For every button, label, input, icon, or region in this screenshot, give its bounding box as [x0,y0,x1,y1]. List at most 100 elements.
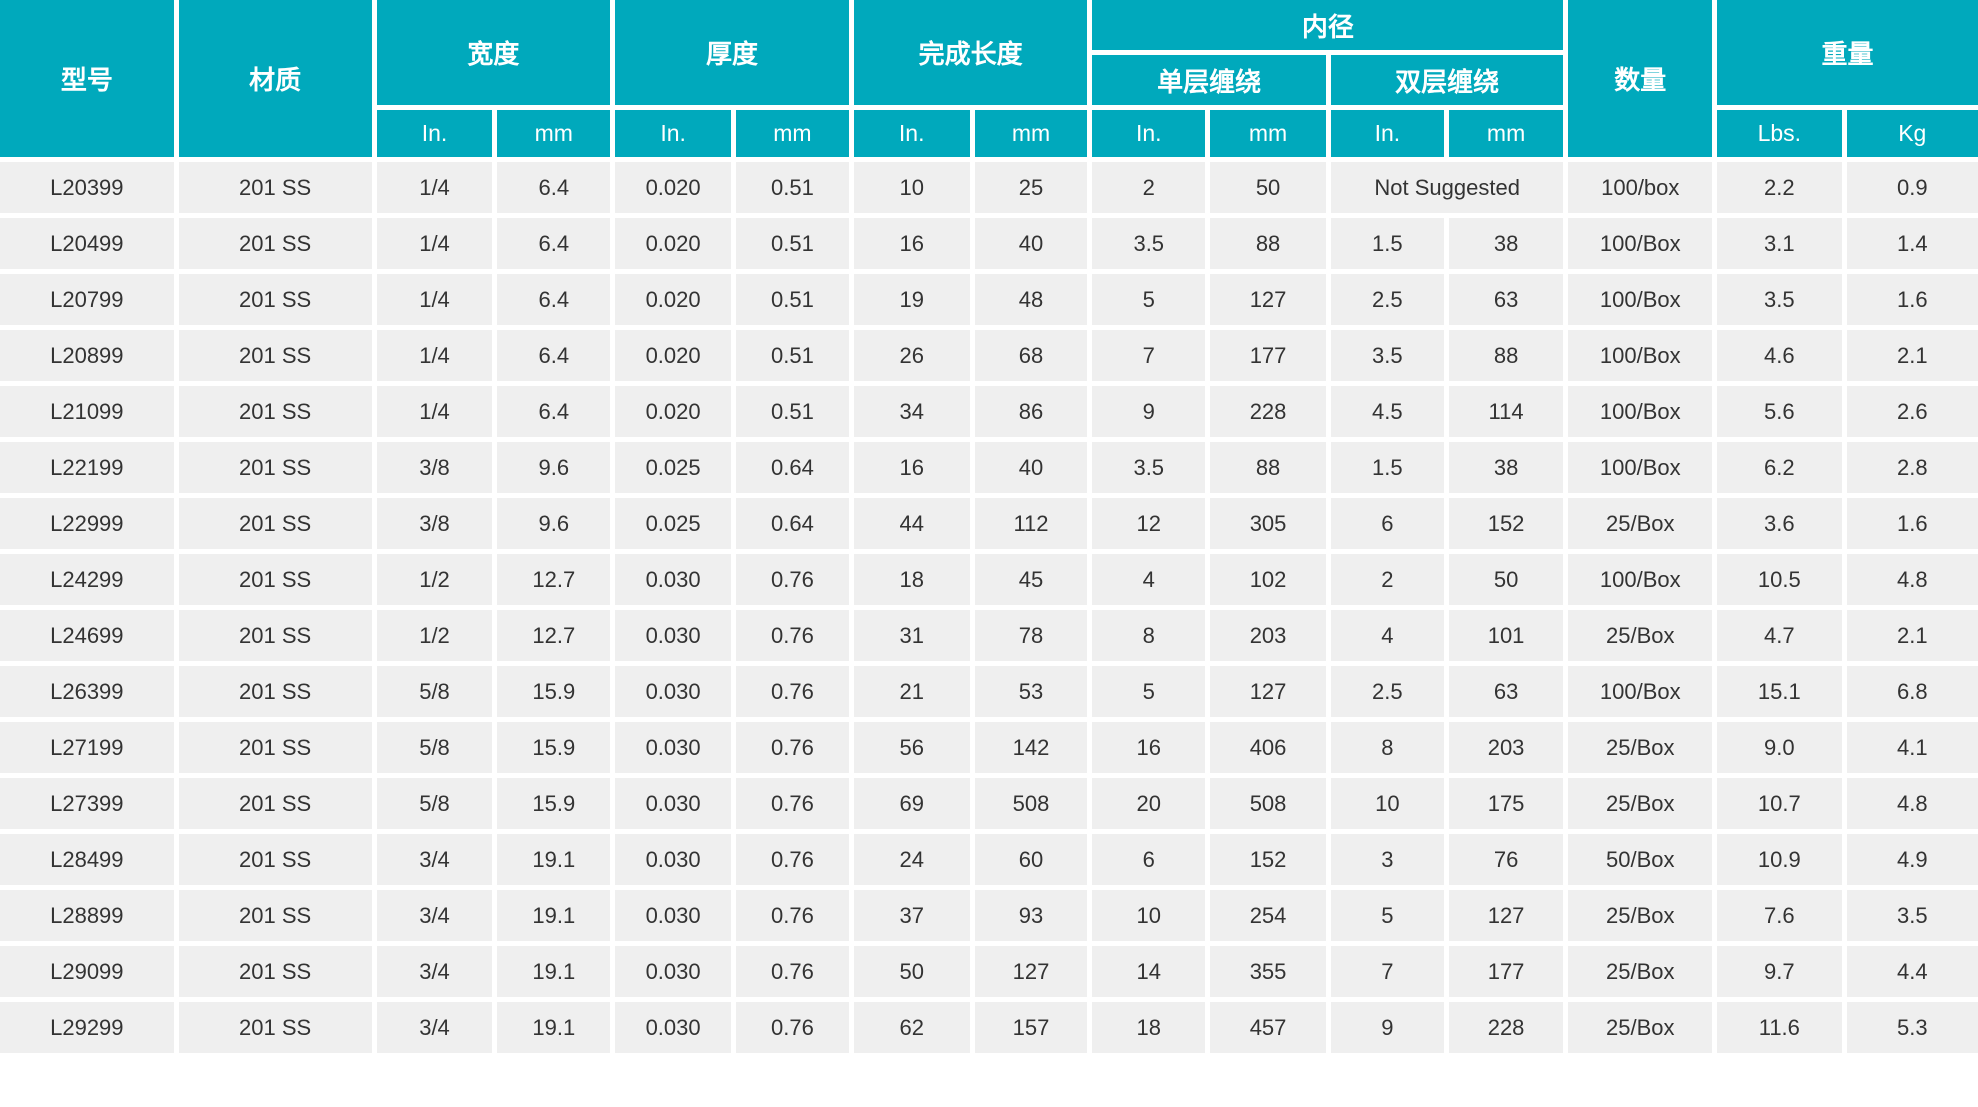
unit-header-weight-lbs: Lbs. [1717,110,1842,157]
table-cell: 201 SS [178,778,372,829]
table-cell: 201 SS [178,722,372,773]
table-cell: 228 [1448,1002,1564,1053]
table-cell: 25/Box [1568,946,1713,997]
table-cell: 25 [974,162,1088,213]
table-cell: 8 [1330,722,1444,773]
table-cell: 93 [974,890,1088,941]
table-header: 型号 材质 宽度 厚度 完成长度 内径 数量 重量 单层缠绕 双层缠绕 In. … [0,0,1978,157]
table-cell: 5/8 [376,722,493,773]
table-cell: 0.030 [615,946,732,997]
table-row: L22199 201 SS 3/8 9.6 0.025 0.64 16 40 3.5 88 1.5 3… [0,442,1978,493]
table-cell: 19 [853,274,970,325]
table-cell: 114 [1448,386,1564,437]
table-cell: 2 [1092,162,1206,213]
table-cell: 2.1 [1846,610,1978,661]
table-cell: L27199 [0,722,174,773]
table-cell: 60 [974,834,1088,885]
table-cell: 9.6 [497,442,611,493]
table-cell: 63 [1448,274,1564,325]
table-row: L21099 201 SS 1/4 6.4 0.020 0.51 34 86 9 228 4.5 11… [0,386,1978,437]
table-cell: 254 [1210,890,1326,941]
table-cell: 25/Box [1568,890,1713,941]
table-cell: 63 [1448,666,1564,717]
table-cell: 12.7 [497,610,611,661]
table-cell: L21099 [0,386,174,437]
table-cell: 53 [974,666,1088,717]
table-cell: 201 SS [178,554,372,605]
table-cell: 3/4 [376,890,493,941]
table-cell: 1.4 [1846,218,1978,269]
table-body: L20399 201 SS 1/4 6.4 0.020 0.51 10 25 2 50 Not Su… [0,162,1978,1053]
table-row: L20799 201 SS 1/4 6.4 0.020 0.51 19 48 5 127 2.5 63… [0,274,1978,325]
table-cell: 203 [1448,722,1564,773]
table-cell: 1/4 [376,274,493,325]
table-cell: 9 [1330,1002,1444,1053]
table-cell: 15.9 [497,778,611,829]
table-cell: 1/2 [376,554,493,605]
table-cell: 0.76 [736,946,849,997]
table-cell: 6.4 [497,218,611,269]
table-cell: 3.6 [1717,498,1842,549]
spec-table: 型号 材质 宽度 厚度 完成长度 内径 数量 重量 单层缠绕 双层缠绕 In. … [0,0,1978,1053]
table-cell: 16 [1092,722,1206,773]
table-cell: 152 [1448,498,1564,549]
table-cell: 38 [1448,442,1564,493]
table-cell: 0.64 [736,442,849,493]
table-cell: 152 [1210,834,1326,885]
table-cell: 0.64 [736,498,849,549]
col-header-quantity: 数量 [1568,0,1713,157]
table-cell: 0.51 [736,162,849,213]
table-cell: L20499 [0,218,174,269]
table-cell: 34 [853,386,970,437]
col-header-thickness: 厚度 [615,0,849,105]
unit-header-width-in: In. [376,110,493,157]
table-cell: 0.030 [615,834,732,885]
table-cell: 6.4 [497,162,611,213]
table-cell: 7.6 [1717,890,1842,941]
table-cell: 6.4 [497,386,611,437]
table-cell: 19.1 [497,946,611,997]
table-cell: 2.8 [1846,442,1978,493]
table-cell: 201 SS [178,498,372,549]
table-cell: 0.020 [615,330,732,381]
table-cell: L27399 [0,778,174,829]
table-cell: 228 [1210,386,1326,437]
table-cell: 6.4 [497,330,611,381]
table-cell: 0.76 [736,610,849,661]
table-cell: 9.0 [1717,722,1842,773]
table-cell: 5 [1330,890,1444,941]
table-cell: 157 [974,1002,1088,1053]
table-cell: 25/Box [1568,1002,1713,1053]
table-cell: L20399 [0,162,174,213]
table-cell: 4.5 [1330,386,1444,437]
table-cell: 305 [1210,498,1326,549]
table-cell: 16 [853,218,970,269]
table-cell: 201 SS [178,1002,372,1053]
unit-header-length-in: In. [853,110,970,157]
table-cell: 0.51 [736,274,849,325]
col-header-model: 型号 [0,0,174,157]
table-cell: 16 [853,442,970,493]
table-cell: 5/8 [376,778,493,829]
table-cell: 201 SS [178,946,372,997]
table-row: L24699 201 SS 1/2 12.7 0.030 0.76 31 78 8 203 4 101… [0,610,1978,661]
table-cell: 4 [1330,610,1444,661]
table-cell: 50 [853,946,970,997]
table-cell: 68 [974,330,1088,381]
table-cell: 201 SS [178,442,372,493]
table-cell: 355 [1210,946,1326,997]
table-cell: 0.025 [615,442,732,493]
table-cell: 12 [1092,498,1206,549]
unit-header-thickness-mm: mm [736,110,849,157]
table-cell: 10 [853,162,970,213]
table-cell: 88 [1210,442,1326,493]
table-cell: 1.5 [1330,442,1444,493]
table-cell: 11.6 [1717,1002,1842,1053]
unit-header-double-in: In. [1330,110,1444,157]
table-row: L28899 201 SS 3/4 19.1 0.030 0.76 37 93 10 254 5 12… [0,890,1978,941]
unit-header-single-mm: mm [1210,110,1326,157]
table-cell: 3/8 [376,442,493,493]
table-cell: 1/4 [376,386,493,437]
table-cell: 112 [974,498,1088,549]
